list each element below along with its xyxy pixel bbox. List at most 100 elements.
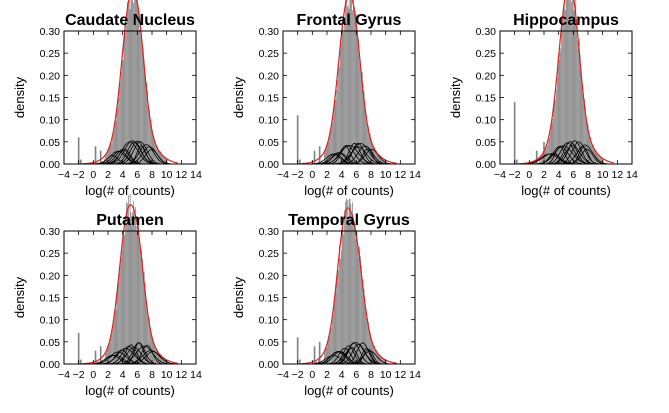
panel-title: Caudate Nucleus: [65, 12, 195, 29]
histogram-bar: [554, 101, 555, 164]
histogram-bar: [349, 0, 351, 164]
histogram-bar: [346, 198, 347, 364]
x-tick-label: 6: [134, 169, 140, 181]
histogram-bar: [112, 130, 114, 164]
histogram-bar: [142, 46, 143, 164]
histogram-bar: [149, 317, 150, 364]
x-tick-label: 2: [541, 169, 547, 181]
histogram-bar: [346, 0, 347, 165]
histogram-bar: [139, 242, 141, 364]
histogram-bar: [139, 29, 141, 165]
histogram-bar: [557, 58, 559, 164]
y-tick-label: 0.10: [40, 115, 61, 127]
histogram-bar: [544, 150, 546, 164]
histogram-bar: [570, 0, 571, 165]
histogram-bar: [330, 129, 331, 164]
histogram-bar: [132, 0, 134, 164]
y-tick-label: 0.00: [259, 359, 280, 371]
x-tick-label: 12: [394, 169, 406, 181]
histogram-bar: [588, 133, 590, 164]
histogram-bar: [351, 0, 353, 165]
histogram-bar: [372, 342, 374, 364]
y-tick-label: 0.15: [40, 293, 61, 305]
y-axis-label: density: [12, 76, 27, 118]
histogram-bar: [164, 358, 166, 364]
histogram-bar: [368, 125, 369, 164]
histogram-bar: [145, 300, 147, 364]
x-tick-label: −4: [58, 369, 70, 381]
histogram-bar: [339, 258, 341, 364]
histogram-bar: [111, 143, 112, 164]
histogram-bar: [581, 80, 583, 164]
histogram-bar: [578, 48, 579, 165]
histogram-bar: [142, 258, 143, 364]
histogram-bar: [127, 195, 129, 364]
y-tick-label: 0.20: [40, 270, 61, 282]
histogram-bar: [361, 265, 362, 364]
histogram-bar: [351, 220, 353, 364]
histogram-bar: [156, 147, 157, 164]
histogram-bar: [120, 259, 121, 364]
y-tick-label: 0.00: [476, 159, 497, 171]
histogram-bar: [107, 149, 109, 164]
x-tick-label: 0: [90, 169, 96, 181]
y-tick-label: 0.05: [40, 137, 61, 149]
histogram-bar: [600, 156, 602, 164]
histogram-bar: [108, 344, 110, 364]
histogram-bar: [376, 351, 378, 364]
histogram-bar: [134, 0, 135, 165]
y-tick-label: 0.15: [259, 293, 280, 305]
histogram-bar: [146, 304, 148, 364]
histogram-bar: [573, 10, 575, 165]
histogram-bar: [585, 106, 586, 164]
mixture-fit-curve: [82, 204, 178, 365]
histogram-bar: [550, 124, 552, 164]
y-tick-label: 0.00: [40, 159, 61, 171]
histogram-bar: [105, 155, 106, 164]
histogram-bar: [156, 349, 157, 364]
histogram-bar: [109, 145, 111, 164]
y-tick-label: 0.25: [259, 48, 280, 60]
histogram-bar: [347, 4, 349, 165]
histogram-bar: [366, 115, 368, 164]
histogram-bar: [344, 22, 346, 164]
histogram-bar: [123, 235, 125, 364]
histogram-bar: [353, 221, 354, 364]
histogram-bar: [357, 43, 359, 164]
histogram-bar: [363, 91, 365, 164]
x-tick-label: −4: [494, 169, 506, 181]
histogram-bar: [110, 142, 112, 164]
histogram-bar: [137, 8, 139, 164]
histogram-bar: [546, 147, 548, 164]
histogram-bar: [332, 314, 334, 364]
histogram-bar: [150, 120, 152, 164]
histogram-bar: [600, 155, 601, 164]
histogram-bar: [601, 157, 603, 164]
histogram-bar: [361, 74, 362, 164]
histogram-bar: [352, 10, 353, 165]
y-tick-label: 0.15: [40, 93, 61, 105]
panel-title: Putamen: [96, 212, 164, 229]
panel-1: −4 −2 0 2 4 6 8 10 12 14 0.00 0.05 0.10 0.15 0.20 0.25 0…: [12, 0, 202, 198]
histogram-bar: [341, 227, 343, 364]
x-tick-label: 12: [175, 169, 187, 181]
y-tick-label: 0.10: [476, 115, 497, 127]
histogram-bar: [357, 244, 359, 364]
histogram-bar: [152, 340, 154, 364]
histogram-bar: [327, 342, 329, 364]
histogram-bar: [127, 0, 129, 165]
x-tick-label: 14: [190, 169, 202, 181]
histogram-bar: [378, 154, 380, 164]
histogram-bar: [96, 361, 97, 364]
histogram-bar: [575, 0, 577, 165]
histogram-bar: [570, 1, 572, 165]
histogram-bar: [161, 154, 163, 164]
y-tick-label: 0.00: [259, 159, 280, 171]
histogram-bar: [353, 221, 355, 364]
histogram-bar: [339, 66, 340, 164]
histogram-bar: [362, 84, 364, 164]
x-tick-label: 4: [556, 169, 562, 181]
panel-5: −4 −2 0 2 4 6 8 10 12 14 0.00 0.05 0.10 0.15 0.20 0.25 0…: [231, 198, 421, 398]
histogram-bar: [117, 107, 119, 164]
